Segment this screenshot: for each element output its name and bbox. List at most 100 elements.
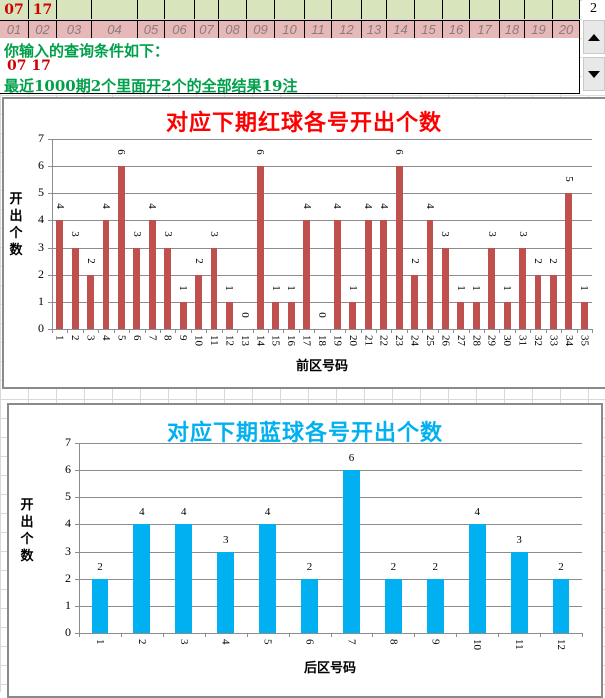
- bar-24[interactable]: [411, 274, 419, 329]
- bar-11[interactable]: [210, 247, 218, 329]
- bar-2[interactable]: [133, 524, 151, 633]
- number-cell[interactable]: [415, 0, 443, 19]
- chart-title: 对应下期蓝球各号开出个数: [166, 420, 443, 446]
- index-cell[interactable]: 14: [387, 21, 415, 38]
- data-label: 3: [485, 230, 498, 237]
- bar-10[interactable]: [195, 274, 203, 329]
- index-cell[interactable]: 08: [219, 21, 247, 38]
- bar-8[interactable]: [164, 247, 172, 329]
- bar-12[interactable]: [225, 301, 233, 329]
- index-cell[interactable]: 06: [165, 21, 195, 38]
- data-label: 4: [474, 506, 480, 519]
- bar-5[interactable]: [117, 166, 125, 329]
- index-cell[interactable]: 20: [553, 21, 580, 38]
- bar-9[interactable]: [426, 578, 444, 633]
- number-cell[interactable]: [57, 0, 92, 19]
- index-cell[interactable]: 09: [247, 21, 275, 38]
- bar-20[interactable]: [349, 301, 357, 329]
- gridline: [48, 247, 592, 249]
- number-cell[interactable]: [195, 0, 219, 19]
- bar-3[interactable]: [175, 524, 193, 633]
- number-cell[interactable]: 07: [0, 0, 29, 19]
- index-cell[interactable]: 05: [138, 21, 165, 38]
- index-cell[interactable]: 15: [415, 21, 443, 38]
- bar-26[interactable]: [441, 247, 449, 329]
- bar-1[interactable]: [56, 220, 64, 329]
- bar-21[interactable]: [364, 220, 372, 329]
- bar-2[interactable]: [71, 247, 79, 329]
- index-cell-value: 17: [477, 22, 492, 37]
- number-cell[interactable]: [138, 0, 165, 19]
- number-cell[interactable]: [275, 0, 305, 19]
- number-cell[interactable]: [443, 0, 470, 19]
- bar-6[interactable]: [301, 578, 318, 633]
- bar-1[interactable]: [91, 578, 109, 633]
- bar-3[interactable]: [87, 274, 95, 329]
- index-cell[interactable]: 03: [57, 21, 92, 38]
- scroll-up-button[interactable]: [583, 20, 605, 54]
- number-cell[interactable]: [553, 0, 580, 19]
- number-cell[interactable]: [165, 0, 195, 19]
- index-cell[interactable]: 04: [92, 21, 138, 38]
- bar-17[interactable]: [303, 220, 311, 329]
- bar-6[interactable]: [133, 247, 141, 329]
- bar-29[interactable]: [488, 247, 496, 329]
- bar-7[interactable]: [343, 470, 360, 633]
- index-cell[interactable]: 13: [362, 21, 387, 38]
- number-cell[interactable]: [247, 0, 275, 19]
- index-cell[interactable]: 17: [470, 21, 500, 38]
- bar-16[interactable]: [287, 301, 295, 329]
- bar-23[interactable]: [395, 166, 403, 329]
- bar-10[interactable]: [468, 524, 486, 633]
- spin-scrollbar[interactable]: 2: [582, 0, 605, 95]
- bar-15[interactable]: [272, 301, 280, 329]
- bar-25[interactable]: [426, 220, 434, 329]
- index-cell[interactable]: 01: [0, 21, 29, 38]
- number-cell[interactable]: [500, 0, 525, 19]
- bar-12[interactable]: [552, 578, 570, 633]
- index-cell[interactable]: 10: [275, 21, 305, 38]
- index-cell[interactable]: 12: [332, 21, 362, 38]
- scroll-down-button[interactable]: [583, 57, 605, 91]
- number-cell[interactable]: [332, 0, 362, 19]
- bar-35[interactable]: [580, 301, 588, 329]
- bar-14[interactable]: [256, 166, 264, 329]
- index-cell[interactable]: 19: [525, 21, 553, 38]
- x-tick: [120, 633, 122, 637]
- index-cell[interactable]: 16: [443, 21, 470, 38]
- bar-4[interactable]: [102, 220, 110, 329]
- data-label: 1: [346, 285, 359, 291]
- index-cell[interactable]: 11: [305, 21, 332, 38]
- bar-28[interactable]: [472, 301, 480, 329]
- bar-9[interactable]: [179, 301, 187, 329]
- number-cell[interactable]: [92, 0, 138, 19]
- bar-27[interactable]: [457, 301, 465, 329]
- bar-30[interactable]: [503, 301, 511, 329]
- bar-22[interactable]: [380, 220, 388, 329]
- index-cell[interactable]: 07: [195, 21, 219, 38]
- number-cell[interactable]: [305, 0, 332, 19]
- number-cell[interactable]: [387, 0, 415, 19]
- bar-7[interactable]: [148, 220, 156, 329]
- index-cell[interactable]: 02: [29, 21, 57, 38]
- number-cell[interactable]: [219, 0, 247, 19]
- bar-31[interactable]: [519, 247, 527, 329]
- number-cell[interactable]: [525, 0, 553, 19]
- bar-11[interactable]: [510, 551, 528, 633]
- bar-8[interactable]: [384, 578, 402, 633]
- bar-32[interactable]: [534, 274, 542, 329]
- bar-5[interactable]: [259, 524, 276, 633]
- index-cell[interactable]: 18: [500, 21, 525, 38]
- number-cell[interactable]: 17: [29, 0, 57, 19]
- number-cell[interactable]: [470, 0, 500, 19]
- data-label: 2: [408, 257, 421, 264]
- bar-19[interactable]: [333, 220, 341, 329]
- index-cell-value: 10: [282, 22, 297, 37]
- bar-4[interactable]: [217, 551, 235, 633]
- arrow-up-icon: [588, 33, 600, 41]
- bar-33[interactable]: [549, 274, 557, 329]
- bar-34[interactable]: [565, 193, 573, 329]
- number-cell[interactable]: [362, 0, 387, 19]
